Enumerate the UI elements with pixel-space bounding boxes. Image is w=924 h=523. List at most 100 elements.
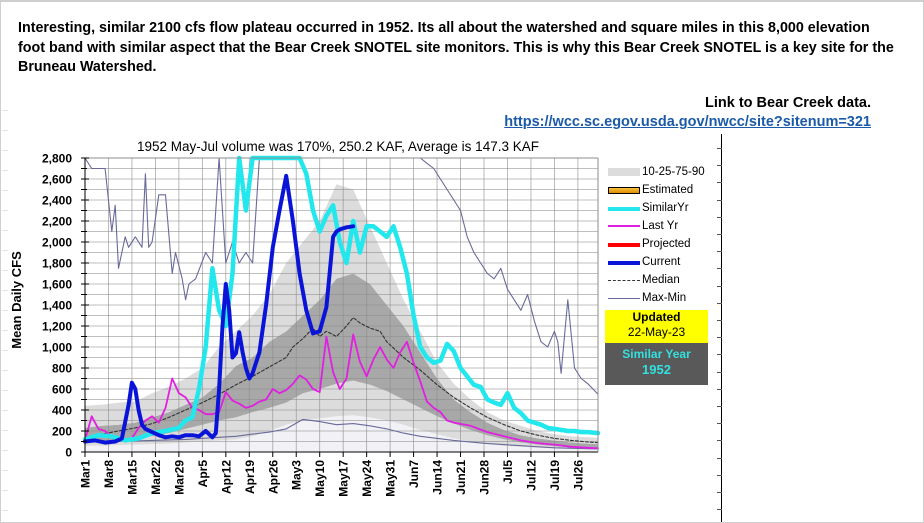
legend-item-last-year: Last Yr: [606, 217, 716, 235]
grid-lines: [85, 158, 598, 452]
bear-creek-data-link[interactable]: https://wcc.sc.egov.usda.gov/nwcc/site?s…: [504, 114, 871, 130]
legend-label: 10-25-75-90: [642, 166, 705, 178]
series-last-yr: [84, 333, 599, 450]
ruler-tick: [2, 370, 8, 371]
secondary-axis-tick: [717, 337, 722, 338]
ruler-tick: [2, 150, 8, 151]
x-tick-label: May3: [290, 460, 304, 490]
secondary-axis-tick: [717, 354, 722, 355]
x-tick-label: Jul19: [548, 460, 562, 491]
ruler-tick: [2, 190, 8, 191]
legend-label: Projected: [642, 238, 691, 250]
ruler-tick: [2, 390, 8, 391]
ruler-tick: [2, 270, 8, 271]
x-tick-label: Jun21: [454, 460, 468, 495]
updated-label: Updated: [632, 310, 681, 324]
median-swatch-icon: [608, 280, 640, 281]
x-tick-label: May17: [337, 460, 351, 497]
secondary-axis-tick: [717, 148, 722, 149]
band-0-10: [85, 415, 598, 452]
series-median: [84, 317, 599, 444]
ruler-tick: [2, 210, 8, 211]
secondary-axis-tick: [717, 217, 722, 218]
x-tick-label: Jun28: [478, 460, 492, 495]
chart-legend: 10-25-75-90 Estimated SimilarYr Last Yr …: [606, 163, 716, 307]
legend-label: Max-Min: [642, 292, 687, 304]
x-tick-label: May10: [313, 460, 327, 497]
legend-label: SimilarYr: [642, 202, 689, 214]
secondary-axis-tick: [717, 320, 722, 321]
legend-item-projected: Projected: [606, 235, 716, 253]
ruler-tick: [2, 170, 8, 171]
y-tick-label: 2,600: [42, 173, 72, 187]
y-tick-label: 2,200: [42, 215, 72, 229]
x-tick-label: May24: [360, 460, 374, 497]
secondary-axis-tick: [717, 286, 722, 287]
x-tick-label: Mar15: [125, 460, 139, 495]
secondary-axis-tick: [717, 234, 722, 235]
ruler-tick: [2, 510, 8, 511]
ruler-tick: [2, 410, 8, 411]
legend-item-current: Current: [606, 253, 716, 271]
y-tick-label: 400: [52, 404, 72, 418]
series-current: [83, 173, 356, 445]
secondary-axis-tick: [717, 406, 722, 407]
y-tick-label: 0: [65, 446, 72, 460]
secondary-axis-tick: [717, 182, 722, 183]
x-tick-label: Jul5: [501, 460, 515, 484]
y-tick-label: 200: [52, 425, 72, 439]
secondary-axis-tick: [717, 268, 722, 269]
x-tick-label: May31: [384, 460, 398, 497]
max-min-swatch-icon: [608, 298, 640, 299]
y-tick-label: 2,000: [42, 236, 72, 250]
secondary-axis-tick: [717, 389, 722, 390]
link-box: Link to Bear Creek data. https://wcc.sc.…: [504, 94, 871, 132]
ruler-tick: [2, 470, 8, 471]
x-tick-label: Apr5: [196, 460, 210, 488]
link-label: Link to Bear Creek data.: [705, 95, 871, 111]
series-similaryr: [82, 155, 601, 443]
y-axis-label: Mean Daily CFS: [9, 251, 24, 349]
estimated-swatch-icon: [608, 187, 640, 194]
x-tick-label: Jun7: [407, 460, 421, 488]
series-max-min-min: [84, 418, 599, 450]
secondary-axis-tick: [717, 458, 722, 459]
y-tick-label: 600: [52, 383, 72, 397]
secondary-axis-tick: [717, 475, 722, 476]
secondary-axis-tick: [717, 423, 722, 424]
ruler-tick: [2, 130, 8, 131]
legend-item-median: Median: [606, 271, 716, 289]
secondary-axis-tick: [717, 372, 722, 373]
legend-item-percentiles: 10-25-75-90: [606, 163, 716, 181]
similar-year-label: Similar Year: [622, 347, 691, 361]
ruler-tick: [2, 490, 8, 491]
secondary-axis-tick: [717, 492, 722, 493]
similar-year-value: 1952: [642, 362, 671, 377]
x-tick-label: Mar1: [79, 460, 93, 488]
y-tick-label: 1,000: [42, 341, 72, 355]
ruler-tick: [2, 250, 8, 251]
current-swatch-icon: [608, 261, 640, 265]
ruler-tick: [2, 290, 8, 291]
legend-label: Median: [642, 274, 680, 286]
band-10-25: [85, 380, 598, 450]
x-tick-label: Mar29: [172, 460, 186, 495]
legend-item-max-min: Max-Min: [606, 289, 716, 307]
secondary-axis-tick: [717, 440, 722, 441]
updated-badge: Updated 22-May-23: [605, 310, 708, 343]
chart-title: 1952 May-Jul volume was 170%, 250.2 KAF,…: [137, 139, 539, 154]
ruler-tick: [2, 330, 8, 331]
x-tick-label: Apr19: [243, 460, 257, 494]
secondary-axis-tick: [717, 165, 722, 166]
y-tick-label: 1,800: [42, 257, 72, 271]
ruler-tick: [2, 450, 8, 451]
y-tick-label: 2,400: [42, 194, 72, 208]
ruler-tick: [2, 230, 8, 231]
band-25-75: [85, 273, 598, 449]
left-ruler: [0, 100, 10, 520]
commentary-text: Interesting, similar 2100 cfs flow plate…: [18, 20, 894, 75]
legend-label: Last Yr: [642, 220, 679, 232]
y-tick-label: 800: [52, 362, 72, 376]
x-tick-label: Mar8: [102, 460, 116, 488]
